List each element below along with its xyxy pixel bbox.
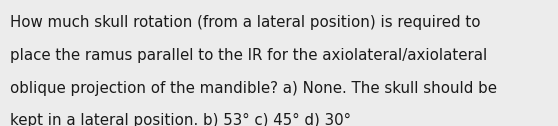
Text: oblique projection of the mandible? a) None. The skull should be: oblique projection of the mandible? a) N… <box>10 81 497 96</box>
Text: kept in a lateral position. b) 53° c) 45° d) 30°: kept in a lateral position. b) 53° c) 45… <box>10 113 351 126</box>
Text: How much skull rotation (from a lateral position) is required to: How much skull rotation (from a lateral … <box>10 15 480 30</box>
Text: place the ramus parallel to the IR for the axiolateral/axiolateral: place the ramus parallel to the IR for t… <box>10 48 487 63</box>
